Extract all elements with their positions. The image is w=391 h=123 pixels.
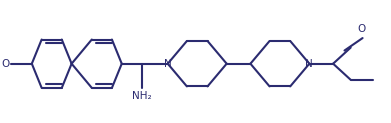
Text: N: N	[305, 59, 313, 69]
Text: NH₂: NH₂	[132, 91, 152, 101]
Text: O: O	[357, 24, 365, 34]
Text: N: N	[164, 59, 172, 69]
Text: O: O	[1, 59, 10, 69]
